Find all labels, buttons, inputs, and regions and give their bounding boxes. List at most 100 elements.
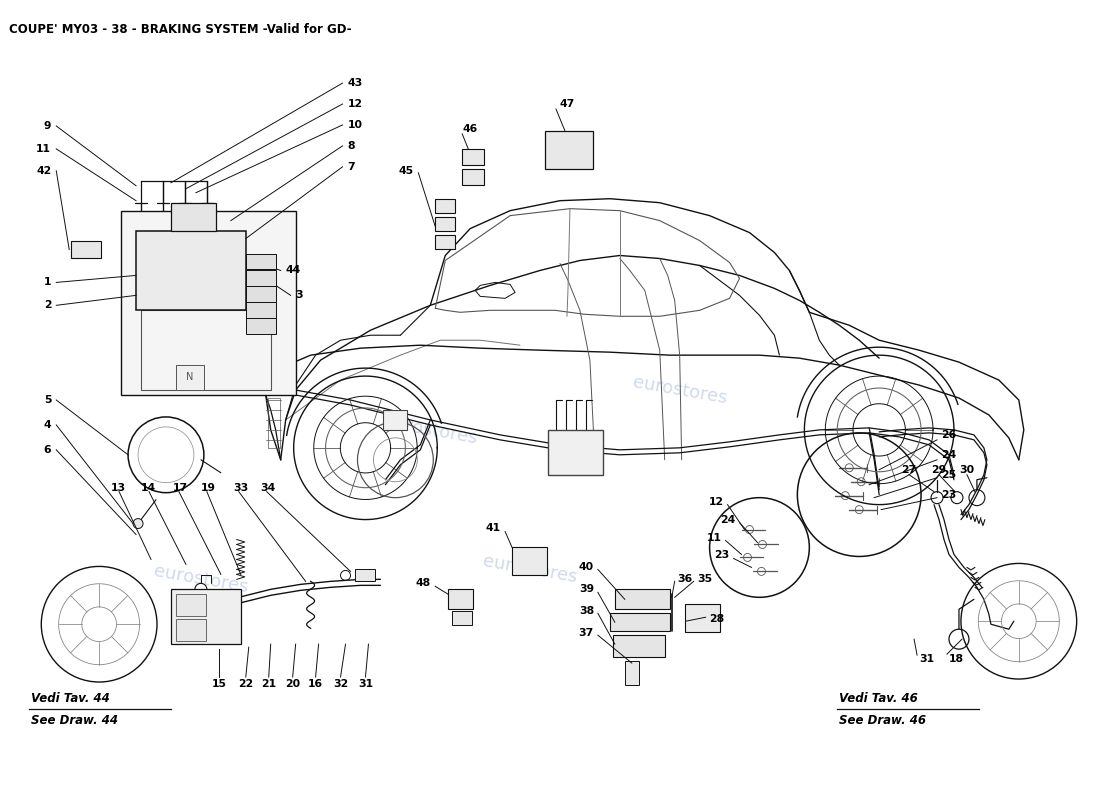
- Bar: [436, 234, 455, 249]
- Text: 23: 23: [940, 490, 956, 500]
- Text: 28: 28: [710, 614, 725, 624]
- Text: 18: 18: [949, 654, 964, 664]
- Text: 25: 25: [940, 470, 956, 480]
- Text: eurostores: eurostores: [132, 353, 230, 387]
- Bar: [355, 570, 375, 582]
- Bar: [72, 241, 101, 258]
- Bar: [609, 614, 670, 631]
- Text: 5: 5: [44, 395, 52, 405]
- Text: 7: 7: [348, 162, 355, 172]
- Bar: [462, 169, 484, 185]
- Bar: [452, 611, 472, 626]
- Bar: [513, 547, 547, 575]
- Bar: [245, 318, 276, 334]
- Text: 14: 14: [141, 482, 156, 493]
- Text: 31: 31: [920, 654, 934, 664]
- Bar: [518, 554, 530, 565]
- Bar: [436, 217, 455, 230]
- Text: 36: 36: [678, 574, 693, 584]
- Bar: [176, 594, 206, 616]
- Text: See Draw. 44: See Draw. 44: [31, 714, 119, 727]
- Text: 31: 31: [358, 679, 373, 689]
- Text: 24: 24: [940, 450, 956, 460]
- Circle shape: [133, 518, 143, 529]
- Bar: [615, 590, 670, 610]
- Text: 11: 11: [36, 144, 52, 154]
- Text: 19: 19: [201, 482, 216, 493]
- Text: 47: 47: [560, 99, 575, 109]
- Bar: [121, 210, 296, 395]
- Text: 40: 40: [579, 562, 594, 573]
- Text: 4: 4: [44, 420, 52, 430]
- Text: 43: 43: [348, 78, 363, 88]
- Text: See Draw. 46: See Draw. 46: [839, 714, 926, 727]
- Text: 13: 13: [111, 482, 126, 493]
- Text: 34: 34: [261, 482, 276, 493]
- Bar: [245, 286, 276, 302]
- Bar: [613, 635, 664, 657]
- Bar: [462, 149, 484, 165]
- Bar: [544, 131, 593, 169]
- Bar: [176, 619, 206, 641]
- Text: 41: 41: [485, 522, 501, 533]
- Text: 35: 35: [697, 574, 713, 584]
- Text: 10: 10: [348, 120, 363, 130]
- Text: eurostores: eurostores: [482, 552, 579, 586]
- Text: 15: 15: [211, 679, 227, 689]
- Bar: [170, 202, 216, 230]
- Bar: [553, 137, 569, 147]
- Bar: [449, 590, 473, 610]
- Text: eurostores: eurostores: [152, 562, 250, 597]
- Text: eurostores: eurostores: [382, 413, 478, 447]
- Text: 16: 16: [308, 679, 323, 689]
- Text: eurostores: eurostores: [631, 373, 728, 407]
- Text: 1: 1: [44, 278, 52, 287]
- Text: 42: 42: [36, 166, 52, 176]
- Bar: [141, 310, 271, 390]
- Text: 32: 32: [333, 679, 349, 689]
- Bar: [170, 590, 241, 644]
- Text: 33: 33: [233, 482, 249, 493]
- Text: 29: 29: [932, 465, 947, 474]
- Text: 44: 44: [286, 266, 301, 275]
- Text: 38: 38: [579, 606, 594, 616]
- Bar: [176, 365, 204, 390]
- Text: 45: 45: [398, 166, 414, 176]
- Text: 37: 37: [579, 628, 594, 638]
- Text: 8: 8: [348, 141, 355, 151]
- Bar: [684, 604, 719, 632]
- Text: 22: 22: [238, 679, 253, 689]
- Text: 9: 9: [44, 121, 52, 131]
- Text: 20: 20: [285, 679, 300, 689]
- Text: N: N: [186, 372, 194, 382]
- Bar: [245, 270, 276, 286]
- Text: 27: 27: [902, 465, 916, 474]
- Text: Vedi Tav. 44: Vedi Tav. 44: [31, 693, 110, 706]
- Text: 2: 2: [44, 300, 52, 310]
- Bar: [534, 554, 544, 565]
- Bar: [548, 430, 603, 474]
- Text: 26: 26: [940, 430, 956, 440]
- Text: 17: 17: [173, 482, 188, 493]
- Bar: [436, 198, 455, 213]
- Text: 6: 6: [44, 445, 52, 455]
- Text: 12: 12: [708, 497, 724, 506]
- Text: 48: 48: [415, 578, 430, 588]
- Bar: [573, 137, 587, 147]
- Text: 21: 21: [261, 679, 276, 689]
- Text: 46: 46: [462, 124, 477, 134]
- Bar: [136, 230, 245, 310]
- Bar: [267, 398, 279, 448]
- Text: 39: 39: [579, 584, 594, 594]
- Text: COUPE' MY03 - 38 - BRAKING SYSTEM -Valid for GD-: COUPE' MY03 - 38 - BRAKING SYSTEM -Valid…: [10, 23, 352, 36]
- Text: Vedi Tav. 46: Vedi Tav. 46: [839, 693, 918, 706]
- Bar: [625, 661, 639, 685]
- Bar: [245, 254, 276, 270]
- Text: 24: 24: [720, 514, 736, 525]
- Bar: [245, 302, 276, 318]
- Text: 11: 11: [706, 533, 722, 542]
- Text: 30: 30: [959, 465, 975, 474]
- Text: 23: 23: [714, 550, 729, 561]
- Text: 12: 12: [348, 99, 363, 109]
- Bar: [384, 410, 407, 430]
